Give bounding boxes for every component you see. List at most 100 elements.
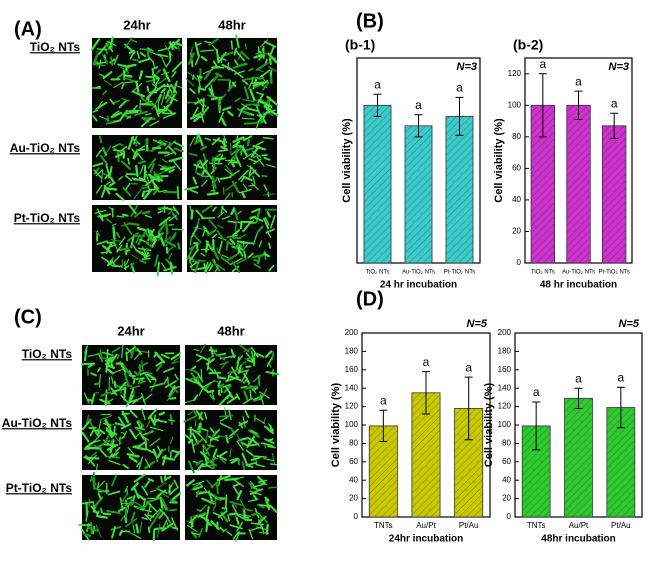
cell [120, 514, 126, 522]
cell [123, 261, 127, 271]
cell [171, 71, 177, 78]
cell [217, 51, 227, 64]
cell [203, 487, 211, 497]
cell [236, 514, 247, 521]
cell [252, 253, 265, 259]
cell [147, 502, 158, 513]
cell [112, 255, 121, 264]
cell [213, 379, 220, 383]
micrograph [92, 204, 185, 277]
cell [140, 97, 153, 106]
cell [174, 373, 179, 381]
cell [253, 455, 267, 458]
cell [191, 532, 200, 536]
cell [140, 392, 147, 406]
cell [103, 443, 119, 447]
cell [139, 521, 143, 534]
cell [136, 226, 147, 232]
cell [123, 386, 127, 401]
cell [158, 411, 166, 416]
cell [237, 244, 241, 255]
cell [95, 169, 103, 177]
cell [184, 185, 199, 191]
cell [147, 148, 153, 153]
micrograph [185, 474, 278, 542]
cell [98, 45, 107, 55]
cell [149, 489, 157, 493]
cell [156, 482, 167, 490]
cell [130, 347, 135, 359]
y-tick-label: 140 [498, 383, 512, 392]
cell [133, 473, 146, 483]
cell [109, 98, 115, 105]
cell [164, 239, 177, 248]
cell [125, 63, 137, 68]
cell [209, 435, 220, 442]
cell [228, 435, 234, 440]
cell [110, 525, 122, 531]
row-label: Au-TiO₂ NTs [10, 141, 81, 155]
cell [162, 112, 176, 119]
cell [157, 210, 163, 214]
panel-label: (B) [356, 10, 384, 32]
cell [161, 91, 166, 105]
cell [161, 454, 167, 466]
cell [95, 524, 102, 538]
cell [94, 487, 105, 493]
cell [113, 54, 119, 65]
chart-title: (b-2) [513, 37, 543, 53]
cell [95, 185, 103, 194]
cell [168, 214, 177, 222]
cell [233, 47, 237, 56]
cell [226, 234, 238, 238]
cell [126, 496, 133, 500]
cell [105, 426, 113, 438]
cell [154, 104, 160, 117]
cell [244, 385, 258, 390]
cell [170, 83, 178, 94]
cell [260, 442, 273, 447]
cell [105, 362, 109, 373]
cell [138, 176, 146, 182]
cell [156, 445, 162, 454]
micrograph-bg [82, 410, 180, 470]
cell [166, 82, 173, 93]
cell [105, 242, 113, 254]
cell [198, 386, 204, 396]
cell [230, 348, 236, 358]
bar-label: a [575, 371, 582, 385]
cell [262, 388, 268, 398]
cell [132, 445, 147, 451]
cell [205, 240, 213, 251]
cell [212, 428, 221, 437]
cell [260, 111, 265, 125]
cell [99, 349, 104, 363]
cell [253, 84, 261, 89]
cell [231, 500, 238, 508]
cell [252, 216, 264, 222]
x-tick-label: Pt-TiO₂ NTs [598, 270, 629, 276]
cell [186, 524, 198, 532]
cell [149, 415, 156, 426]
cell [168, 145, 177, 155]
cell [226, 241, 234, 246]
cell [257, 475, 266, 485]
cell [110, 387, 118, 396]
cell [187, 411, 194, 416]
cell [236, 135, 239, 142]
cell [128, 49, 135, 54]
cell [212, 74, 219, 83]
cell [240, 385, 248, 389]
cell [198, 491, 209, 495]
cell [141, 516, 148, 520]
cell [251, 208, 261, 214]
cell [94, 433, 102, 442]
cell [100, 155, 108, 165]
cell [240, 50, 250, 60]
cell [243, 77, 254, 81]
cell [158, 189, 168, 193]
cell [127, 135, 135, 150]
cell [225, 386, 234, 398]
cell [100, 391, 111, 397]
cell [232, 482, 241, 488]
